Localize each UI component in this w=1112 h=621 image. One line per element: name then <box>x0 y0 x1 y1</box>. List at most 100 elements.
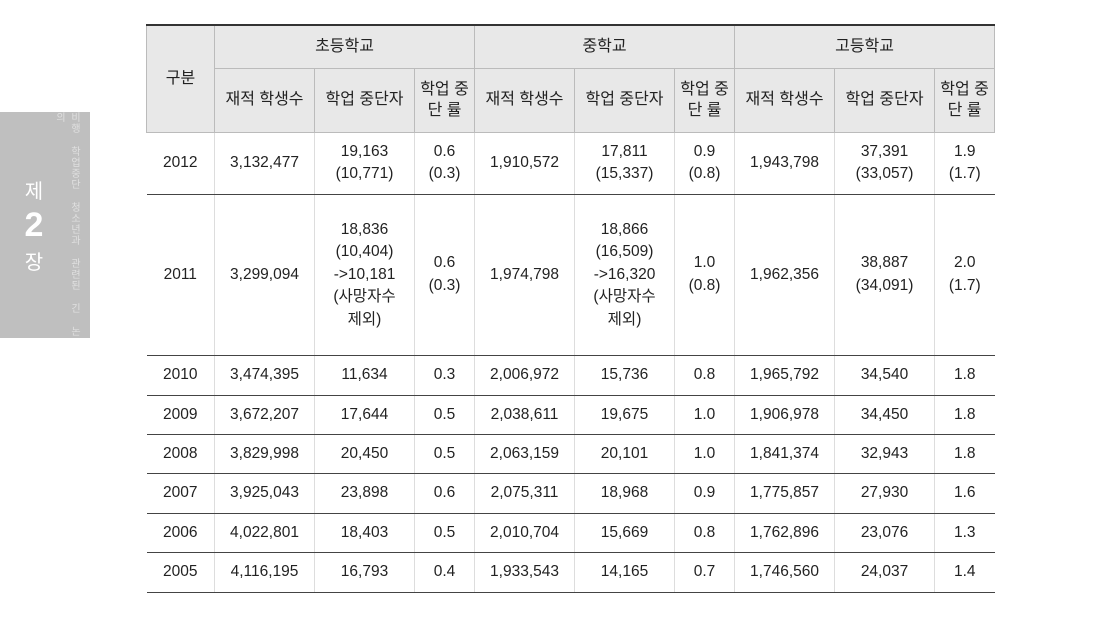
header-gubun: 구분 <box>147 25 215 132</box>
cell-year: 2007 <box>147 474 215 513</box>
table-row: 20123,132,47719,163 (10,771)0.6 (0.3) 1,9… <box>147 132 995 194</box>
cell-value: 3,925,043 <box>215 474 315 513</box>
table-header: 구분 초등학교 중학교 고등학교 재적 학생수 학업 중단자 학업 중단 률 재… <box>147 25 995 132</box>
cell-year: 2008 <box>147 435 215 474</box>
cell-value: 2,075,311 <box>475 474 575 513</box>
chapter-number: 2 <box>25 208 44 242</box>
cell-value: 18,403 <box>315 513 415 552</box>
cell-value: 4,116,195 <box>215 553 315 592</box>
dropout-stats-table: 구분 초등학교 중학교 고등학교 재적 학생수 학업 중단자 학업 중단 률 재… <box>146 24 995 593</box>
cell-value: 1.6 <box>935 474 995 513</box>
chapter-main-label: 제 2 장 <box>25 175 44 275</box>
cell-value: 1,962,356 <box>735 194 835 355</box>
cell-value: 1,943,798 <box>735 132 835 194</box>
cell-value: 15,669 <box>575 513 675 552</box>
cell-value: 4,022,801 <box>215 513 315 552</box>
cell-value: 0.5 <box>415 435 475 474</box>
table-row: 20113,299,09418,836 (10,404) ->10,181 (사… <box>147 194 995 355</box>
cell-value: 19,163 (10,771) <box>315 132 415 194</box>
cell-value: 1.8 <box>935 435 995 474</box>
cell-value: 14,165 <box>575 553 675 592</box>
cell-value: 3,829,998 <box>215 435 315 474</box>
cell-value: 2,038,611 <box>475 395 575 434</box>
cell-value: 1.3 <box>935 513 995 552</box>
cell-value: 1.9 (1.7) <box>935 132 995 194</box>
header-sub-enrolled: 재적 학생수 <box>215 68 315 132</box>
cell-value: 1,841,374 <box>735 435 835 474</box>
header-sub-enrolled: 재적 학생수 <box>735 68 835 132</box>
cell-value: 37,391 (33,057) <box>835 132 935 194</box>
header-group-middle: 중학교 <box>475 25 735 68</box>
cell-value: 0.4 <box>415 553 475 592</box>
cell-value: 1,965,792 <box>735 356 835 395</box>
cell-value: 3,474,395 <box>215 356 315 395</box>
cell-value: 0.3 <box>415 356 475 395</box>
cell-value: 20,101 <box>575 435 675 474</box>
chapter-side-tab: 제 2 장 비행 학업중단 청소년과 관련된 긴 논의 <box>0 112 90 338</box>
data-table-container: 구분 초등학교 중학교 고등학교 재적 학생수 학업 중단자 학업 중단 률 재… <box>146 24 966 593</box>
cell-value: 1,933,543 <box>475 553 575 592</box>
cell-value: 27,930 <box>835 474 935 513</box>
cell-value: 1.0 <box>675 435 735 474</box>
cell-value: 32,943 <box>835 435 935 474</box>
header-sub-dropout: 학업 중단자 <box>835 68 935 132</box>
cell-value: 0.8 <box>675 356 735 395</box>
cell-value: 2,006,972 <box>475 356 575 395</box>
cell-value: 1,762,896 <box>735 513 835 552</box>
cell-value: 3,132,477 <box>215 132 315 194</box>
cell-value: 18,866 (16,509) ->16,320 (사망자수 제외) <box>575 194 675 355</box>
cell-value: 0.5 <box>415 513 475 552</box>
chapter-suffix: 장 <box>25 246 43 275</box>
cell-value: 11,634 <box>315 356 415 395</box>
cell-value: 20,450 <box>315 435 415 474</box>
cell-value: 2,010,704 <box>475 513 575 552</box>
table-row: 20103,474,39511,6340.32,006,97215,7360.8… <box>147 356 995 395</box>
header-group-elementary: 초등학교 <box>215 25 475 68</box>
cell-value: 0.6 <box>415 474 475 513</box>
cell-value: 2.0 (1.7) <box>935 194 995 355</box>
chapter-prefix: 제 <box>25 175 43 204</box>
cell-value: 1,906,978 <box>735 395 835 434</box>
cell-value: 34,450 <box>835 395 935 434</box>
cell-value: 23,076 <box>835 513 935 552</box>
table-body: 20123,132,47719,163 (10,771)0.6 (0.3)1,9… <box>147 132 995 592</box>
cell-value: 1.8 <box>935 395 995 434</box>
table-row: 20083,829,99820,4500.52,063,15920,1011.0… <box>147 435 995 474</box>
cell-value: 0.6 (0.3) <box>415 132 475 194</box>
cell-value: 1.0 <box>675 395 735 434</box>
cell-value: 1,775,857 <box>735 474 835 513</box>
cell-value: 1.8 <box>935 356 995 395</box>
cell-year: 2009 <box>147 395 215 434</box>
cell-value: 17,811 (15,337) <box>575 132 675 194</box>
cell-value: 3,299,094 <box>215 194 315 355</box>
cell-value: 38,887 (34,091) <box>835 194 935 355</box>
cell-value: 15,736 <box>575 356 675 395</box>
cell-value: 0.9 <box>675 474 735 513</box>
cell-value: 1.4 <box>935 553 995 592</box>
cell-value: 18,836 (10,404) ->10,181 (사망자수 제외) <box>315 194 415 355</box>
header-sub-rate: 학업 중단 률 <box>415 68 475 132</box>
header-sub-enrolled: 재적 학생수 <box>475 68 575 132</box>
cell-value: 3,672,207 <box>215 395 315 434</box>
cell-value: 19,675 <box>575 395 675 434</box>
cell-value: 34,540 <box>835 356 935 395</box>
header-sub-rate: 학업 중단 률 <box>675 68 735 132</box>
cell-value: 0.9 (0.8) <box>675 132 735 194</box>
cell-value: 23,898 <box>315 474 415 513</box>
cell-value: 17,644 <box>315 395 415 434</box>
cell-value: 1,974,798 <box>475 194 575 355</box>
header-sub-dropout: 학업 중단자 <box>575 68 675 132</box>
header-sub-dropout: 학업 중단자 <box>315 68 415 132</box>
cell-value: 1.0 (0.8) <box>675 194 735 355</box>
table-row: 20054,116,19516,7930.41,933,54314,1650.7… <box>147 553 995 592</box>
table-row: 20073,925,04323,8980.62,075,31118,9680.9… <box>147 474 995 513</box>
cell-value: 16,793 <box>315 553 415 592</box>
table-row: 20064,022,80118,4030.52,010,70415,6690.8… <box>147 513 995 552</box>
cell-year: 2011 <box>147 194 215 355</box>
cell-year: 2010 <box>147 356 215 395</box>
cell-value: 0.5 <box>415 395 475 434</box>
table-row: 20093,672,20717,6440.52,038,61119,6751.0… <box>147 395 995 434</box>
cell-year: 2012 <box>147 132 215 194</box>
cell-value: 24,037 <box>835 553 935 592</box>
cell-value: 1,746,560 <box>735 553 835 592</box>
